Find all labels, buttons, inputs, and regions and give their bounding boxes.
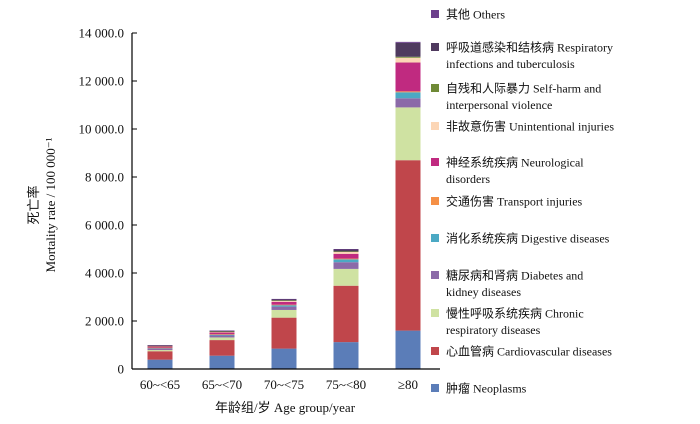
y-tick-label: 10 000.0: [79, 122, 125, 137]
legend-swatch: [431, 309, 439, 317]
bar-segment-1: [333, 285, 359, 343]
bar-segment-7: [271, 300, 297, 302]
bar-segment-8: [333, 251, 359, 252]
bar-segment-8: [147, 345, 173, 347]
bar-segment-0: [333, 342, 359, 369]
bar-segment-1: [147, 351, 173, 360]
legend-label: kidney diseases: [446, 285, 521, 299]
legend-swatch: [431, 10, 439, 18]
bar-segment-7: [209, 331, 235, 333]
bar-segment-6: [147, 346, 173, 348]
y-tick-label: 8 000.0: [85, 170, 124, 185]
legend-label: respiratory diseases: [446, 323, 541, 337]
legend-label: 非故意伤害 Unintentional injuries: [446, 119, 614, 134]
bar-segment-3: [333, 262, 359, 269]
legend-label: 慢性呼吸系统疾病 Chronic: [446, 306, 584, 321]
bar-segment-5: [147, 347, 173, 349]
bar-segment-1: [271, 317, 297, 349]
x-tick-label: 60~<65: [140, 377, 180, 392]
legend-label: interpersonal violence: [446, 98, 552, 112]
legend-swatch: [431, 234, 439, 242]
bar-segment-1: [209, 340, 235, 356]
bar-segment-9: [271, 299, 297, 301]
bar-segment-2: [333, 268, 359, 286]
bar-segment-6: [333, 253, 359, 259]
legend-swatch: [431, 158, 439, 166]
y-tick-label: 4 000.0: [85, 266, 124, 281]
bar-segment-6: [271, 301, 297, 305]
legend-label: disorders: [446, 172, 490, 186]
bar-segment-3: [147, 348, 173, 351]
bar-segment-8: [209, 331, 235, 333]
x-tick-label: ≥80: [398, 377, 418, 392]
bar-segment-0: [271, 348, 297, 369]
legend-label: 肿瘤 Neoplasms: [446, 381, 527, 396]
bar-segment-6: [395, 62, 421, 92]
legend-swatch: [431, 43, 439, 51]
bar-segment-2: [271, 309, 297, 318]
bar-segment-10: [395, 41, 421, 43]
bar-segment-9: [333, 249, 359, 252]
legend-label: 交通伤害 Transport injuries: [446, 194, 583, 209]
bar-segment-10: [271, 298, 297, 300]
legend-label: 心血管病 Cardiovascular diseases: [446, 344, 612, 359]
bar-segment-6: [209, 332, 235, 335]
y-axis-label-cn: 死亡率: [26, 185, 41, 224]
bar-segment-4: [395, 92, 421, 99]
legend-label: infections and tuberculosis: [446, 57, 575, 71]
bar-segment-0: [209, 355, 235, 369]
legend-swatch: [431, 197, 439, 205]
x-tick-label: 65~<70: [202, 377, 242, 392]
y-tick-label: 12 000.0: [79, 74, 125, 89]
bar-segment-3: [271, 306, 297, 310]
legend-label: 自残和人际暴力 Self-harm and: [446, 82, 601, 96]
bar-segment-7: [333, 251, 359, 254]
bar-segment-0: [395, 330, 421, 369]
bar-segment-8: [271, 300, 297, 301]
bar-segment-4: [271, 305, 297, 307]
bar-segment-3: [395, 98, 421, 108]
legend-label: 呼吸道感染和结核病 Respiratory: [446, 40, 613, 55]
y-tick-label: 6 000.0: [85, 218, 124, 233]
bar-segment-8: [395, 56, 421, 58]
legend-label: 神经系统疾病 Neurological: [446, 155, 584, 170]
bar-segment-2: [209, 337, 235, 341]
bar-segment-7: [395, 57, 421, 63]
bar-segment-4: [333, 259, 359, 263]
plot-area: 0 2 000.0 4 000.0 6 000.0 8 000.0 10 000.0 12 …: [79, 26, 440, 392]
bar-segment-2: [147, 350, 173, 352]
legend-swatch: [431, 84, 439, 92]
x-tick-label: 75~<80: [326, 377, 366, 392]
bar-segment-1: [395, 160, 421, 331]
bar-segment-5: [333, 258, 359, 260]
bar-segment-10: [147, 345, 173, 346]
bar-segment-5: [209, 334, 235, 335]
bar-segment-9: [395, 42, 421, 57]
legend-swatch: [431, 347, 439, 355]
legend-swatch: [431, 122, 439, 130]
bar-segment-5: [395, 91, 421, 93]
y-axis-label: Mortality rate / 100 000⁻¹: [43, 137, 58, 272]
legend: 肿瘤 Neoplasms 心血管病 Cardiovascular diseases…: [431, 8, 614, 396]
legend-label: 糖尿病和肾病 Diabetes and: [446, 268, 583, 283]
legend-label: 消化系统疾病 Digestive diseases: [446, 231, 610, 246]
legend-label: 其他 Others: [446, 8, 505, 22]
bar-segment-4: [209, 334, 235, 336]
bar-segment-10: [333, 249, 359, 250]
y-tick-label: 14 000.0: [79, 26, 125, 41]
legend-swatch: [431, 384, 439, 392]
legend-swatch: [431, 271, 439, 279]
x-tick-label: 70~<75: [264, 377, 304, 392]
y-tick-label: 0: [118, 362, 125, 377]
bar-segment-10: [209, 330, 235, 332]
bar-segment-5: [271, 304, 297, 306]
y-tick-label: 2 000.0: [85, 314, 124, 329]
x-axis-label: 年龄组/岁 Age group/year: [215, 400, 356, 415]
bar-segment-0: [147, 359, 173, 369]
bar-segment-2: [395, 107, 421, 161]
bar-segment-3: [209, 335, 235, 338]
